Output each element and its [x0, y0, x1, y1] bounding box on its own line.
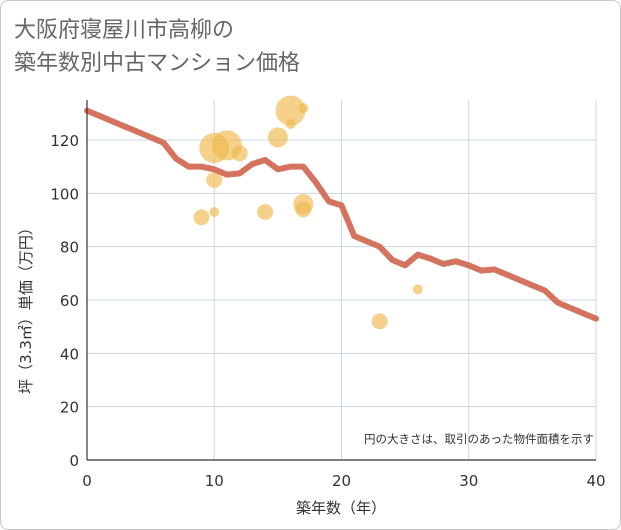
x-tick-label-30: 30 — [459, 472, 478, 490]
y-tick-label-100: 100 — [50, 185, 79, 203]
tick-labels: 0 20 40 60 80 100 120 0 10 20 30 40 — [50, 132, 605, 490]
bubble-point-13 — [371, 313, 388, 330]
x-tick-label-10: 10 — [205, 472, 224, 490]
title-line-2: 築年数別中古マンション価格 — [14, 51, 301, 76]
chart-note: 円の大きさは、取引のあった物件面積を示す — [364, 432, 594, 446]
bubble-point-7 — [267, 127, 288, 148]
bubble-point-6 — [257, 204, 274, 220]
y-tick-label-0: 0 — [69, 452, 79, 470]
bubble-point-14 — [412, 284, 423, 295]
axes — [86, 100, 596, 461]
y-tick-label-40: 40 — [60, 345, 79, 363]
y-axis-title: 坪（3.3㎡）単価（万円） — [17, 220, 35, 394]
bubble-point-12 — [295, 201, 312, 218]
bubble-point-5 — [231, 145, 248, 162]
bubble-point-3 — [209, 207, 220, 217]
bubble-series — [193, 95, 423, 330]
trend-line — [84, 107, 599, 322]
x-tick-label-20: 20 — [332, 472, 351, 490]
x-tick-label-0: 0 — [82, 472, 92, 490]
bubble-point-2 — [206, 172, 223, 188]
y-tick-label-60: 60 — [60, 292, 79, 310]
bubble-point-8 — [275, 95, 306, 126]
y-tick-label-80: 80 — [60, 239, 79, 257]
x-tick-label-40: 40 — [586, 472, 605, 490]
bubble-point-0 — [193, 209, 210, 226]
bubble-point-9 — [285, 119, 296, 129]
x-axis-title: 築年数（年） — [296, 499, 386, 517]
chart-title: 大阪府寝屋川市高柳の 築年数別中古マンション価格 — [14, 14, 300, 80]
bubble-point-10 — [298, 103, 309, 113]
y-tick-label-120: 120 — [50, 132, 79, 150]
y-tick-label-20: 20 — [60, 399, 79, 417]
title-line-1: 大阪府寝屋川市高柳の — [14, 18, 235, 43]
